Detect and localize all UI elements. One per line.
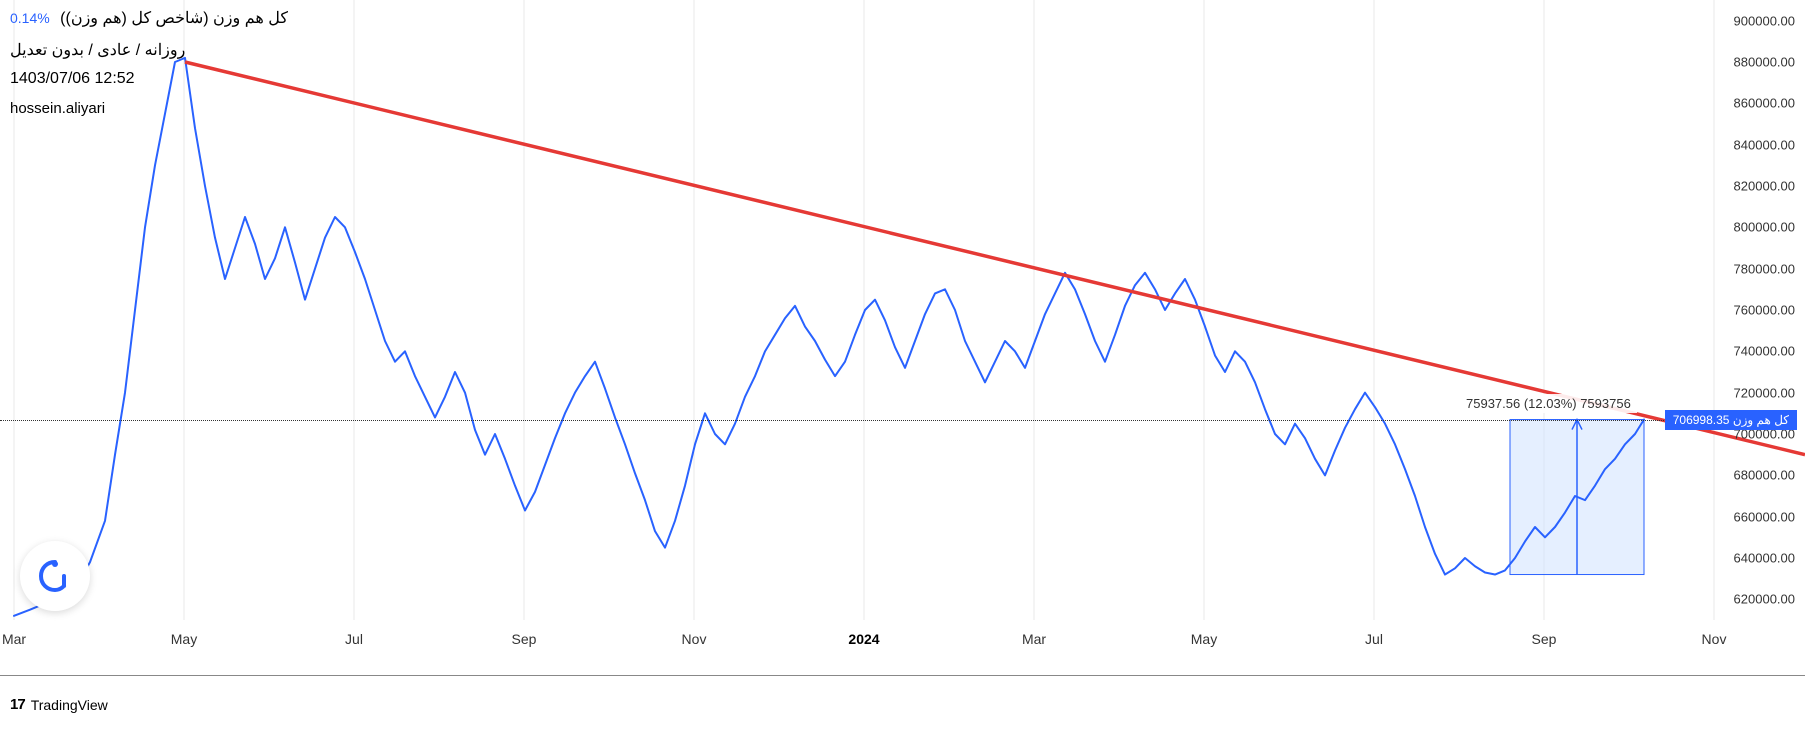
x-tick-label: Mar [1022, 631, 1046, 647]
x-tick-label: Mar [2, 631, 26, 647]
chart-container: کل هم وزن (شاخص کل (هم وزن)) 0.14% روزان… [0, 0, 1805, 731]
brand-logo [20, 541, 90, 611]
y-tick-label: 660000.00 [1734, 509, 1795, 524]
y-axis: 620000.00640000.00660000.00680000.007000… [1705, 0, 1805, 620]
y-tick-label: 720000.00 [1734, 385, 1795, 400]
y-tick-label: 760000.00 [1734, 303, 1795, 318]
pct-change: 0.14% [10, 10, 50, 26]
y-tick-label: 840000.00 [1734, 137, 1795, 152]
y-tick-label: 860000.00 [1734, 96, 1795, 111]
x-tick-label: Sep [512, 631, 537, 647]
chart-svg[interactable] [0, 0, 1805, 620]
y-tick-label: 740000.00 [1734, 344, 1795, 359]
measure-label: 75937.56 (12.03%) 7593756 [1460, 394, 1637, 413]
x-tick-label: 2024 [848, 631, 879, 647]
y-tick-label: 640000.00 [1734, 551, 1795, 566]
x-tick-label: Nov [682, 631, 707, 647]
x-tick-label: Nov [1702, 631, 1727, 647]
y-tick-label: 680000.00 [1734, 468, 1795, 483]
y-tick-label: 780000.00 [1734, 261, 1795, 276]
y-tick-label: 800000.00 [1734, 220, 1795, 235]
x-tick-label: May [1191, 631, 1217, 647]
tv-icon: 17 [10, 696, 25, 713]
current-price-line [0, 420, 1700, 421]
y-tick-label: 880000.00 [1734, 55, 1795, 70]
chart-author: hossein.aliyari [10, 100, 105, 117]
x-tick-label: May [171, 631, 197, 647]
y-tick-label: 820000.00 [1734, 179, 1795, 194]
x-axis: MarMayJulSepNov2024MarMayJulSepNov [0, 631, 1700, 661]
chart-timestamp: 1403/07/06 12:52 [10, 70, 135, 88]
price-tag-label: کل هم وزن [1733, 413, 1789, 427]
price-tag-value: 706998.35 [1673, 413, 1730, 427]
y-tick-label: 900000.00 [1734, 13, 1795, 28]
chart-title: کل هم وزن (شاخص کل (هم وزن)) [60, 10, 288, 27]
brand-text: TradingView [31, 697, 108, 713]
logo-icon [35, 556, 75, 596]
tradingview-brand: 17 TradingView [10, 696, 108, 713]
x-tick-label: Jul [1365, 631, 1383, 647]
chart-header: کل هم وزن (شاخص کل (هم وزن)) 0.14% [10, 8, 288, 28]
y-tick-label: 620000.00 [1734, 592, 1795, 607]
x-tick-label: Sep [1532, 631, 1557, 647]
x-tick-label: Jul [345, 631, 363, 647]
axis-separator [0, 675, 1805, 676]
chart-subtitle: روزانه / عادی / بدون تعدیل [10, 40, 185, 60]
current-price-tag: کل هم وزن 706998.35 [1665, 410, 1797, 430]
